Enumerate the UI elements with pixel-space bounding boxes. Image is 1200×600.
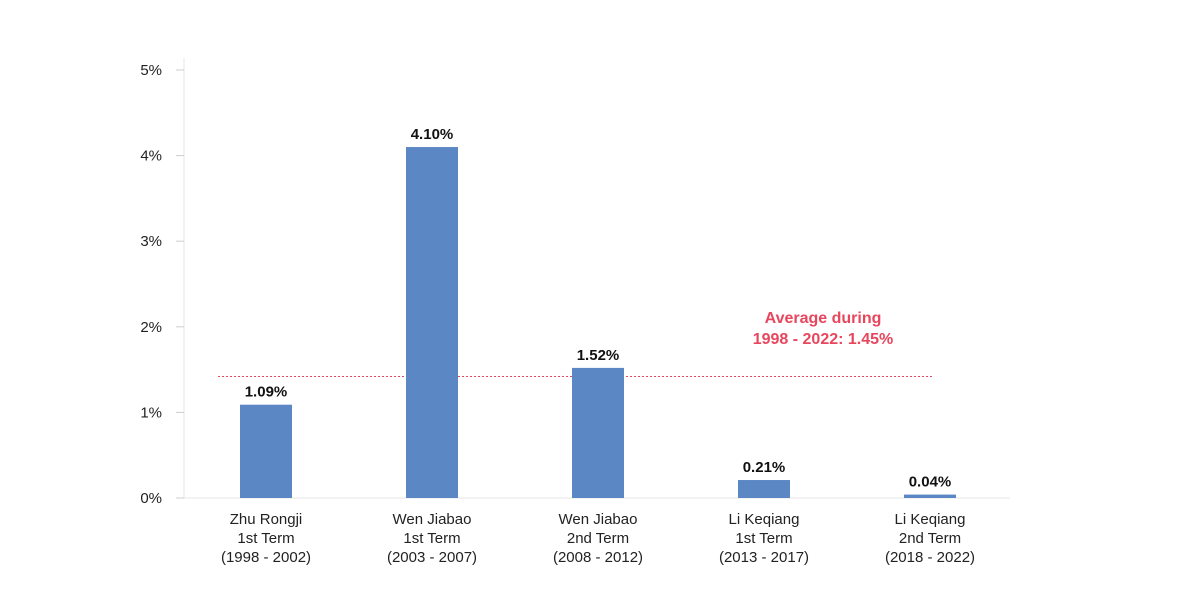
category-label-line: Li Keqiang — [895, 511, 966, 528]
data-label: 1.09% — [245, 384, 288, 401]
bars — [240, 147, 956, 499]
category-label: Li Keqiang 2nd Term (2018 - 2022) — [885, 511, 975, 566]
category-label-line: 2nd Term — [899, 530, 961, 547]
average-label: Average during 1998 - 2022: 1.45% — [753, 310, 894, 348]
data-label: 1.52% — [577, 347, 620, 364]
category-label-line: 2nd Term — [567, 530, 629, 547]
y-tick-label: 2% — [140, 319, 162, 336]
category-label-line: (1998 - 2002) — [221, 549, 311, 566]
data-labels: 1.09% 4.10% 1.52% 0.21% 0.04% — [245, 126, 952, 491]
category-label: Wen Jiabao 1st Term (2003 - 2007) — [387, 511, 477, 566]
category-label-line: Zhu Rongji — [230, 511, 303, 528]
category-label: Li Keqiang 1st Term (2013 - 2017) — [719, 511, 809, 566]
bar — [738, 480, 790, 498]
y-axis-ticks: 0% 1% 2% 3% 4% 5% — [140, 62, 184, 507]
category-label-line: Li Keqiang — [729, 511, 800, 528]
category-labels: Zhu Rongji 1st Term (1998 - 2002) Wen Jiaba… — [221, 511, 975, 566]
category-label-line: Wen Jiabao — [559, 511, 638, 528]
data-label: 0.21% — [743, 459, 786, 476]
category-label-line: 1st Term — [735, 530, 792, 547]
y-tick-label: 4% — [140, 148, 162, 165]
category-label-line: (2018 - 2022) — [885, 549, 975, 566]
category-label-line: (2003 - 2007) — [387, 549, 477, 566]
average-label-line: 1998 - 2022: 1.45% — [753, 331, 894, 348]
y-tick-label: 5% — [140, 62, 162, 79]
average-label-line: Average during — [765, 310, 882, 327]
bar — [240, 404, 292, 498]
category-label-line: (2008 - 2012) — [553, 549, 643, 566]
category-label-line: 1st Term — [237, 530, 294, 547]
category-label-line: 1st Term — [403, 530, 460, 547]
data-label: 4.10% — [411, 126, 454, 143]
category-label-line: Wen Jiabao — [393, 511, 472, 528]
category-label-line: (2013 - 2017) — [719, 549, 809, 566]
average-line-group: Average during 1998 - 2022: 1.45% — [218, 310, 933, 377]
bar — [406, 147, 458, 499]
category-label: Wen Jiabao 2nd Term (2008 - 2012) — [553, 511, 643, 566]
category-label: Zhu Rongji 1st Term (1998 - 2002) — [221, 511, 311, 566]
bar — [904, 494, 956, 498]
bar — [572, 367, 624, 498]
y-tick-label: 1% — [140, 404, 162, 421]
data-label: 0.04% — [909, 474, 952, 491]
y-tick-label: 3% — [140, 233, 162, 250]
y-tick-label: 0% — [140, 490, 162, 507]
